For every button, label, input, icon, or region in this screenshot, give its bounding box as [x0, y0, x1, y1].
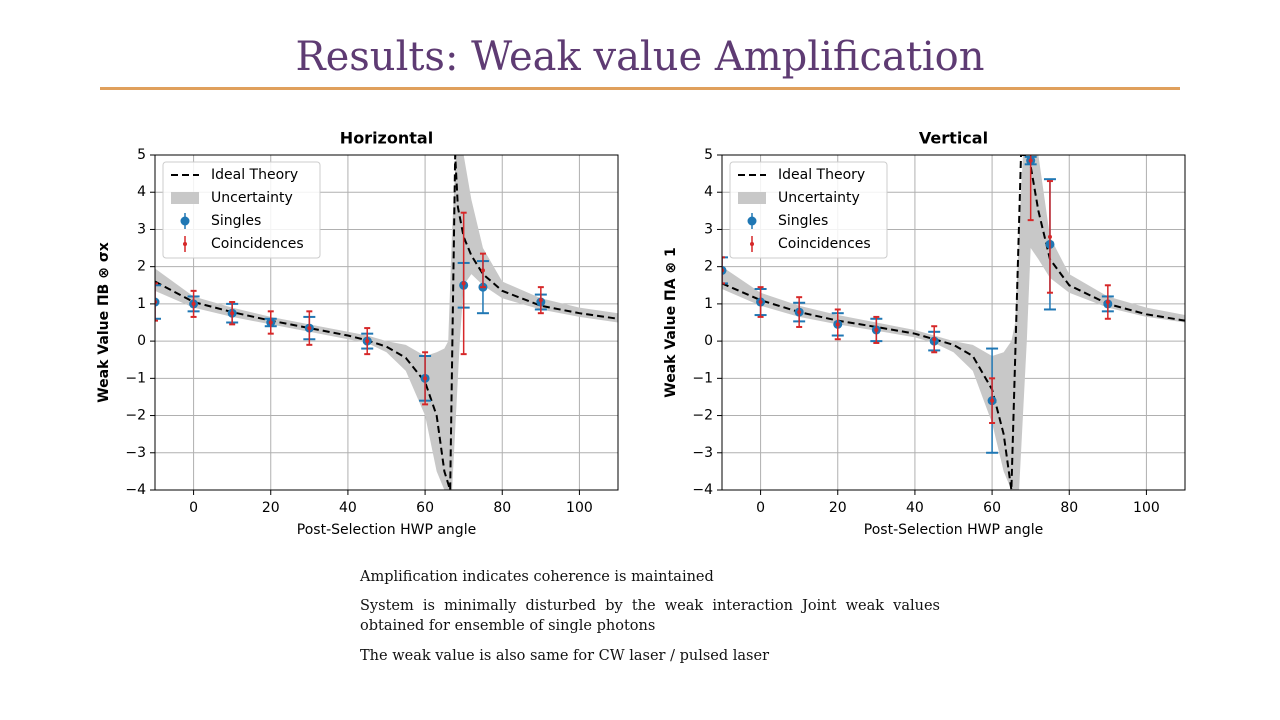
x-tick-label: 80	[1060, 500, 1078, 516]
slide-title: Results: Weak value Amplification	[295, 34, 985, 80]
y-tick-label: 3	[137, 221, 146, 237]
y-tick-label: 0	[137, 333, 146, 349]
x-tick-label: 60	[983, 500, 1001, 516]
x-tick-label: 100	[1133, 500, 1160, 516]
legend-box	[729, 161, 888, 259]
paragraph: Amplification indicates coherence is mai…	[360, 569, 714, 585]
y-tick-label: 2	[704, 259, 713, 275]
data-point	[268, 320, 273, 325]
y-tick-label: −3	[692, 445, 713, 461]
legend-label: Singles	[778, 213, 828, 229]
x-tick-label: 40	[906, 500, 924, 516]
x-tick-label: 80	[493, 500, 511, 516]
y-tick-label: −1	[125, 370, 146, 386]
theory-line	[722, 155, 1185, 490]
paragraph: The weak value is also same for CW laser…	[360, 648, 770, 664]
y-tick-label: 1	[137, 296, 146, 312]
data-point	[835, 322, 840, 327]
x-tick-label: 0	[189, 500, 198, 516]
y-axis-label: Weak Value ΠB ⊗ σx	[96, 242, 112, 403]
data-point	[932, 337, 937, 342]
x-axis-label: Post-Selection HWP angle	[297, 522, 476, 538]
chart-title: Vertical	[919, 129, 988, 148]
y-axis-label: Weak Value ΠA ⊗ 1	[663, 247, 679, 398]
data-point	[365, 339, 370, 344]
y-tick-label: −3	[125, 445, 146, 461]
y-tick-label: −4	[125, 482, 146, 498]
x-axis-label: Post-Selection HWP angle	[864, 522, 1043, 538]
data-point	[797, 310, 802, 315]
data-point	[480, 268, 485, 273]
paragraph: System is minimally disturbed by the wea…	[360, 598, 940, 634]
legend-label: Uncertainty	[778, 190, 860, 206]
x-tick-label: 100	[566, 500, 593, 516]
data-point	[1105, 300, 1110, 305]
y-tick-label: 5	[704, 147, 713, 163]
plot-area	[155, 155, 618, 490]
legend-label: Coincidences	[211, 236, 304, 252]
legend-handle	[171, 192, 199, 204]
y-tick-label: −4	[692, 482, 713, 498]
x-tick-label: 40	[339, 500, 357, 516]
x-tick-label: 0	[756, 500, 765, 516]
legend-handle	[180, 216, 190, 226]
plot-frame	[721, 154, 1186, 491]
data-point	[155, 297, 160, 307]
y-tick-label: 2	[137, 259, 146, 275]
x-tick-label: 20	[262, 500, 280, 516]
y-tick-label: −2	[125, 408, 146, 424]
theory-line	[155, 155, 618, 490]
data-point	[538, 298, 543, 303]
data-point	[990, 398, 995, 403]
legend-label: Coincidences	[778, 236, 871, 252]
legend-handle	[747, 216, 757, 226]
data-point	[1047, 234, 1052, 239]
plot-frame	[154, 154, 619, 491]
y-tick-label: 3	[704, 221, 713, 237]
data-point	[758, 300, 763, 305]
x-tick-label: 20	[829, 500, 847, 516]
y-tick-label: −2	[692, 408, 713, 424]
legend-label: Singles	[211, 213, 261, 229]
data-point	[191, 301, 196, 306]
legend-handle	[750, 242, 754, 246]
plot-area	[722, 155, 1185, 490]
title-rule	[100, 87, 1180, 90]
legend-handle	[183, 242, 187, 246]
data-point	[307, 326, 312, 331]
data-point	[461, 281, 466, 286]
y-tick-label: 1	[704, 296, 713, 312]
chart: Vertical 0 20 40 60 80 100 −4 −3 −2 −1 0 1 2 3 4 5 Ideal …	[663, 129, 1186, 538]
legend-label: Ideal Theory	[778, 167, 865, 183]
y-tick-label: 4	[137, 184, 146, 200]
data-point	[230, 311, 235, 316]
data-point	[722, 265, 727, 275]
y-tick-label: 0	[704, 333, 713, 349]
legend-box	[162, 161, 321, 259]
legend-handle	[738, 192, 766, 204]
legend-label: Uncertainty	[211, 190, 293, 206]
data-point	[423, 376, 428, 381]
data-point	[874, 327, 879, 332]
y-tick-label: −1	[692, 370, 713, 386]
data-point	[1028, 158, 1033, 163]
chart: Horizontal 0 20 40 60 80 100 −4 −3 −2 −1 0 1 2 3 4 5 Idea…	[96, 129, 619, 538]
y-tick-label: 4	[704, 184, 713, 200]
legend-label: Ideal Theory	[211, 167, 298, 183]
x-tick-label: 60	[416, 500, 434, 516]
chart-title: Horizontal	[340, 129, 433, 148]
y-tick-label: 5	[137, 147, 146, 163]
